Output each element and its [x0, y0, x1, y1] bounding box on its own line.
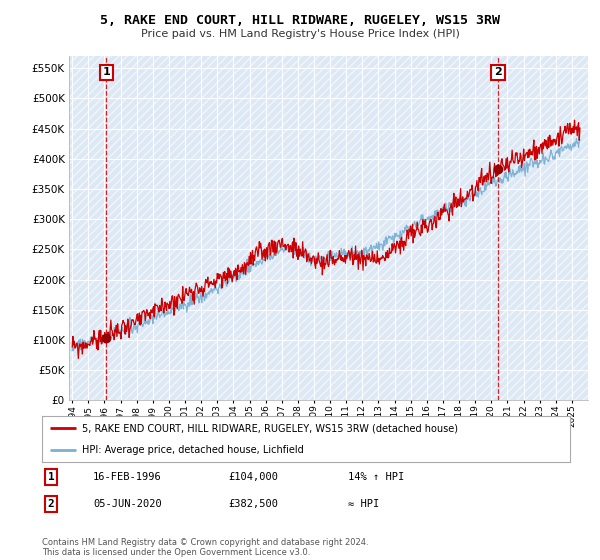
Text: ≈ HPI: ≈ HPI [348, 499, 379, 509]
Text: £104,000: £104,000 [228, 472, 278, 482]
Text: £382,500: £382,500 [228, 499, 278, 509]
Text: Price paid vs. HM Land Registry's House Price Index (HPI): Price paid vs. HM Land Registry's House … [140, 29, 460, 39]
Text: 2: 2 [494, 67, 502, 77]
Text: 14% ↑ HPI: 14% ↑ HPI [348, 472, 404, 482]
Text: Contains HM Land Registry data © Crown copyright and database right 2024.
This d: Contains HM Land Registry data © Crown c… [42, 538, 368, 557]
Text: 5, RAKE END COURT, HILL RIDWARE, RUGELEY, WS15 3RW: 5, RAKE END COURT, HILL RIDWARE, RUGELEY… [100, 14, 500, 27]
Text: 1: 1 [47, 472, 55, 482]
Text: 2: 2 [47, 499, 55, 509]
Text: 16-FEB-1996: 16-FEB-1996 [93, 472, 162, 482]
Text: 5, RAKE END COURT, HILL RIDWARE, RUGELEY, WS15 3RW (detached house): 5, RAKE END COURT, HILL RIDWARE, RUGELEY… [82, 423, 458, 433]
Text: 1: 1 [103, 67, 110, 77]
Text: 05-JUN-2020: 05-JUN-2020 [93, 499, 162, 509]
Text: HPI: Average price, detached house, Lichfield: HPI: Average price, detached house, Lich… [82, 445, 304, 455]
